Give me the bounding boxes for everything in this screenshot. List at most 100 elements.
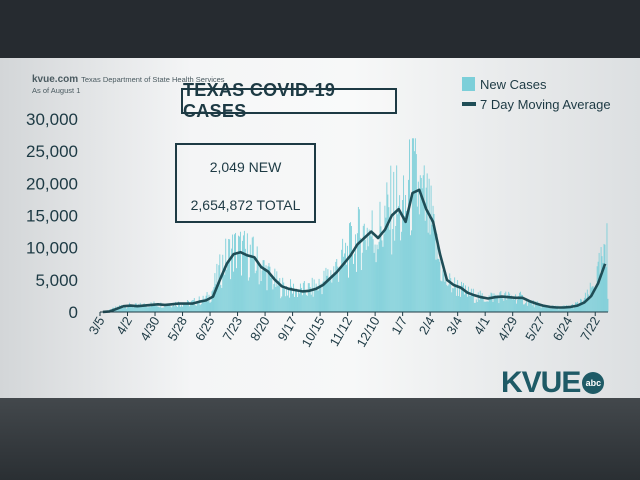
bar-new-cases	[435, 259, 437, 312]
bar-new-cases	[523, 304, 525, 312]
moving-average-line	[102, 188, 607, 314]
bar-new-cases	[431, 224, 433, 312]
bar-new-cases	[564, 305, 566, 312]
bar-new-cases	[321, 294, 323, 312]
bar-new-cases	[168, 305, 170, 312]
bar-new-cases	[298, 293, 300, 312]
bar-new-cases	[404, 216, 405, 312]
bar-new-cases	[460, 296, 461, 312]
bar-new-cases	[495, 294, 497, 312]
bar-new-cases	[442, 270, 444, 312]
bar-new-cases	[571, 304, 573, 312]
bar-new-cases	[229, 239, 231, 312]
bar-new-cases	[364, 239, 366, 312]
bar-new-cases	[585, 298, 587, 312]
bar-new-cases	[520, 291, 521, 312]
bar-new-cases	[255, 270, 257, 312]
bar-new-cases	[126, 308, 127, 312]
y-tick-label: 5,000	[35, 271, 78, 290]
bar-new-cases	[324, 282, 326, 312]
bar-new-cases	[256, 246, 258, 312]
bar-new-cases	[163, 307, 165, 312]
bar-new-cases	[170, 306, 172, 312]
bar-new-cases	[366, 227, 368, 312]
bar-new-cases	[472, 288, 474, 312]
bar-new-cases	[243, 230, 245, 312]
bar-new-cases	[292, 293, 293, 312]
bar-new-cases	[552, 305, 554, 312]
bar-new-cases	[278, 280, 280, 312]
bar-new-cases	[270, 277, 272, 312]
x-tick-label: 10/15	[298, 314, 327, 350]
bar-new-cases	[443, 273, 445, 312]
bar-new-cases	[279, 278, 281, 312]
bar-new-cases	[551, 308, 553, 312]
background-wall	[0, 398, 640, 480]
bar-new-cases	[250, 254, 252, 312]
bar-new-cases	[244, 248, 246, 312]
bar-new-cases	[447, 286, 449, 312]
bar-new-cases	[396, 165, 398, 312]
bar-new-cases	[197, 303, 199, 312]
legend-item-moving-average: 7 Day Moving Average	[462, 94, 611, 114]
bar-new-cases	[458, 296, 460, 312]
stats-box: 2,049 NEW 2,654,872 TOTAL	[175, 143, 316, 223]
bar-new-cases	[185, 303, 187, 312]
bar-new-cases	[284, 288, 286, 312]
bar-new-cases	[333, 266, 335, 312]
bar-new-cases	[151, 303, 153, 312]
bar-new-cases	[208, 294, 210, 312]
bar-new-cases	[262, 260, 264, 312]
bar-new-cases	[408, 179, 409, 312]
bar-new-cases	[419, 175, 421, 312]
bar-new-cases	[526, 305, 528, 312]
bar-new-cases	[277, 285, 279, 312]
bar-new-cases	[134, 303, 136, 312]
bar-new-cases	[517, 299, 518, 312]
bar-new-cases	[159, 307, 161, 312]
bar-new-cases	[289, 297, 291, 312]
bar-new-cases	[293, 283, 294, 312]
bar-new-cases	[375, 262, 377, 312]
bar-new-cases	[377, 249, 379, 312]
bar-new-cases	[258, 284, 260, 312]
bar-new-cases	[397, 214, 399, 312]
bar-new-cases	[178, 301, 179, 312]
x-tick-label: 6/25	[192, 314, 218, 343]
bar-new-cases	[525, 298, 527, 312]
bar-new-cases	[378, 241, 380, 312]
bar-new-cases	[412, 138, 414, 312]
bar-new-cases	[393, 171, 395, 312]
bar-new-cases	[398, 205, 400, 312]
bar-new-cases	[238, 235, 239, 312]
bar-new-cases	[318, 278, 320, 312]
bar-new-cases	[128, 305, 129, 312]
bar-new-cases	[169, 303, 171, 312]
bar-new-cases	[606, 223, 608, 312]
bar-new-cases	[384, 205, 386, 312]
chart-board	[0, 58, 640, 398]
bar-new-cases	[464, 294, 465, 312]
bar-new-cases	[481, 293, 483, 312]
bar-new-cases	[607, 298, 609, 312]
y-tick-label: 20,000	[26, 174, 78, 193]
bar-new-cases	[498, 303, 500, 312]
source-note: kvue.com Texas Department of State Health…	[32, 74, 225, 96]
bar-new-cases	[161, 308, 163, 312]
bar-new-cases	[450, 278, 452, 312]
bar-new-cases	[204, 298, 206, 312]
bar-new-cases	[347, 245, 348, 312]
bar-new-cases	[501, 297, 503, 312]
bar-new-cases	[175, 301, 177, 312]
bar-new-cases	[518, 296, 519, 312]
bar-new-cases	[559, 307, 561, 312]
bar-new-cases	[212, 289, 214, 312]
bar-new-cases	[590, 287, 592, 312]
bar-new-cases	[307, 283, 309, 312]
bar-new-cases	[247, 280, 249, 312]
bar-new-cases	[549, 307, 551, 312]
bar-new-cases	[173, 302, 175, 312]
bar-new-cases	[438, 258, 440, 312]
bar-new-cases	[539, 305, 541, 312]
